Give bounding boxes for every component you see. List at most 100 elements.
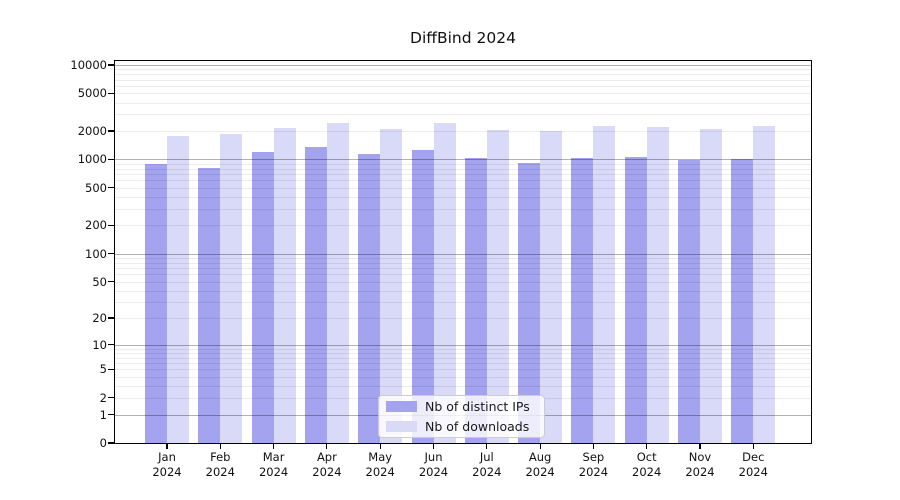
minor-gridline-200	[115, 225, 811, 227]
minor-gridline-3000	[115, 114, 811, 116]
minor-gridline-8	[115, 352, 811, 354]
x-tick-label-jul: Jul 2024	[472, 450, 502, 479]
bar-distinct-ips-nov	[678, 160, 700, 443]
x-tick-apr	[326, 443, 328, 449]
y-tick-2000	[108, 130, 115, 132]
y-tick-label-1000: 1000	[77, 152, 107, 167]
x-tick-label-apr: Apr 2024	[312, 450, 342, 479]
bar-distinct-ips-dec	[731, 158, 754, 443]
x-tick-label-jun: Jun 2024	[418, 450, 449, 479]
bar-distinct-ips-may	[358, 153, 381, 443]
x-tick-mar	[273, 443, 275, 449]
bar-distinct-ips-jan	[145, 164, 167, 443]
legend-row-distinct-ips: Nb of distinct IPs	[379, 398, 544, 416]
y-tick-1000	[108, 158, 115, 161]
x-tick-label-oct: Oct 2024	[632, 450, 662, 479]
minor-gridline-9	[115, 348, 811, 350]
x-tick-aug	[539, 443, 541, 449]
bar-downloads-apr	[326, 123, 349, 443]
legend-swatch-distinct-ips	[386, 401, 417, 413]
minor-gridline-3	[115, 386, 811, 388]
minor-gridline-5000	[115, 93, 811, 95]
chart-title: DiffBind 2024	[410, 29, 516, 47]
minor-gridline-6000	[115, 85, 811, 87]
minor-gridline-500	[115, 187, 811, 189]
bar-distinct-ips-aug	[518, 162, 541, 443]
legend-label-distinct-ips: Nb of distinct IPs	[425, 399, 530, 415]
bar-distinct-ips-jul	[464, 158, 487, 443]
bar-downloads-may	[380, 128, 403, 443]
y-tick-1	[108, 413, 115, 416]
y-tick-200	[108, 224, 115, 226]
y-tick-label-20: 20	[92, 311, 107, 326]
y-tick-5000	[108, 92, 115, 95]
x-tick-nov	[699, 443, 701, 449]
minor-gridline-8000	[115, 74, 811, 76]
minor-gridline-900	[115, 163, 811, 165]
minor-gridline-5	[115, 369, 811, 371]
bar-distinct-ips-mar	[251, 152, 274, 443]
major-gridline-100	[115, 253, 811, 255]
bar-downloads-jan	[167, 135, 189, 443]
minor-gridline-700	[115, 174, 811, 176]
minor-gridline-4	[115, 376, 811, 378]
y-tick-label-200: 200	[85, 218, 107, 233]
x-tick-label-dec: Dec 2024	[738, 450, 768, 479]
y-tick-label-5000: 5000	[77, 86, 107, 101]
y-tick-label-50: 50	[92, 274, 107, 289]
minor-gridline-300	[115, 208, 811, 210]
plot-area	[115, 61, 811, 443]
x-tick-label-may: May 2024	[365, 450, 395, 479]
minor-gridline-90	[115, 257, 811, 259]
minor-gridline-60	[115, 274, 811, 276]
bar-distinct-ips-sep	[571, 157, 594, 443]
minor-gridline-800	[115, 168, 811, 170]
bar-downloads-mar	[273, 128, 296, 443]
x-tick-jan	[166, 443, 168, 449]
minor-gridline-80	[115, 262, 811, 264]
bar-downloads-oct	[646, 126, 669, 443]
y-tick-label-10000: 10000	[70, 57, 107, 72]
y-tick-label-2000: 2000	[77, 124, 107, 139]
major-gridline-1000	[115, 159, 811, 161]
bar-downloads-aug	[540, 131, 563, 443]
y-tick-50	[108, 281, 115, 283]
bar-downloads-jun	[433, 123, 456, 443]
minor-gridline-600	[115, 180, 811, 182]
legend-label-downloads: Nb of downloads	[425, 418, 530, 434]
x-tick-label-sep: Sep 2024	[578, 450, 609, 479]
y-tick-0	[108, 442, 115, 444]
major-gridline-10000	[115, 64, 811, 66]
bar-distinct-ips-apr	[304, 147, 327, 443]
legend-row-downloads: Nb of downloads	[379, 417, 544, 435]
minor-gridline-70	[115, 268, 811, 270]
x-tick-jul	[486, 443, 488, 449]
y-tick-label-1: 1	[99, 407, 107, 422]
x-tick-feb	[219, 443, 221, 449]
bar-downloads-sep	[593, 126, 616, 443]
y-tick-label-100: 100	[85, 246, 107, 261]
minor-gridline-7000	[115, 79, 811, 81]
y-tick-100	[108, 252, 115, 255]
y-tick-10000	[108, 64, 115, 66]
y-tick-10	[108, 343, 115, 346]
minor-gridline-9000	[115, 69, 811, 71]
legend-swatch-downloads	[386, 420, 417, 432]
bar-downloads-feb	[220, 134, 243, 443]
x-tick-may	[379, 443, 381, 449]
x-tick-sep	[592, 443, 594, 449]
y-tick-20	[108, 317, 115, 319]
minor-gridline-400	[115, 197, 811, 198]
minor-gridline-6	[115, 363, 811, 365]
bar-downloads-jul	[486, 130, 509, 443]
y-tick-label-2: 2	[99, 390, 107, 405]
bar-downloads-dec	[753, 125, 776, 443]
y-tick-5	[108, 368, 115, 371]
bar-distinct-ips-feb	[198, 167, 221, 443]
minor-gridline-4000	[115, 102, 811, 104]
minor-gridline-2000	[115, 131, 811, 133]
x-tick-oct	[646, 443, 648, 449]
minor-gridline-40	[115, 290, 811, 292]
legend: Nb of distinct IPs Nb of downloads	[378, 395, 545, 438]
